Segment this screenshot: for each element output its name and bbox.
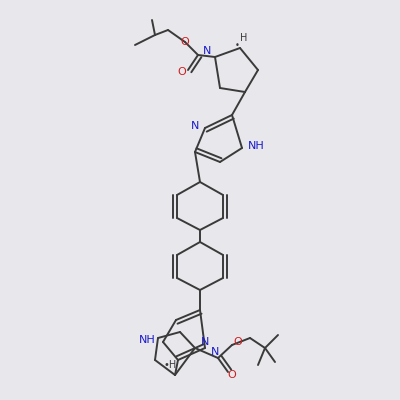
Text: O: O — [234, 337, 242, 347]
Text: H: H — [240, 33, 248, 43]
Text: •: • — [234, 40, 240, 50]
Text: N: N — [201, 337, 209, 347]
Text: O: O — [178, 67, 186, 77]
Text: NH: NH — [248, 141, 264, 151]
Text: O: O — [228, 370, 236, 380]
Text: O: O — [181, 37, 189, 47]
Text: NH: NH — [139, 335, 155, 345]
Text: •H: •H — [163, 360, 177, 370]
Text: N: N — [203, 46, 211, 56]
Text: N: N — [211, 347, 219, 357]
Text: N: N — [191, 121, 199, 131]
